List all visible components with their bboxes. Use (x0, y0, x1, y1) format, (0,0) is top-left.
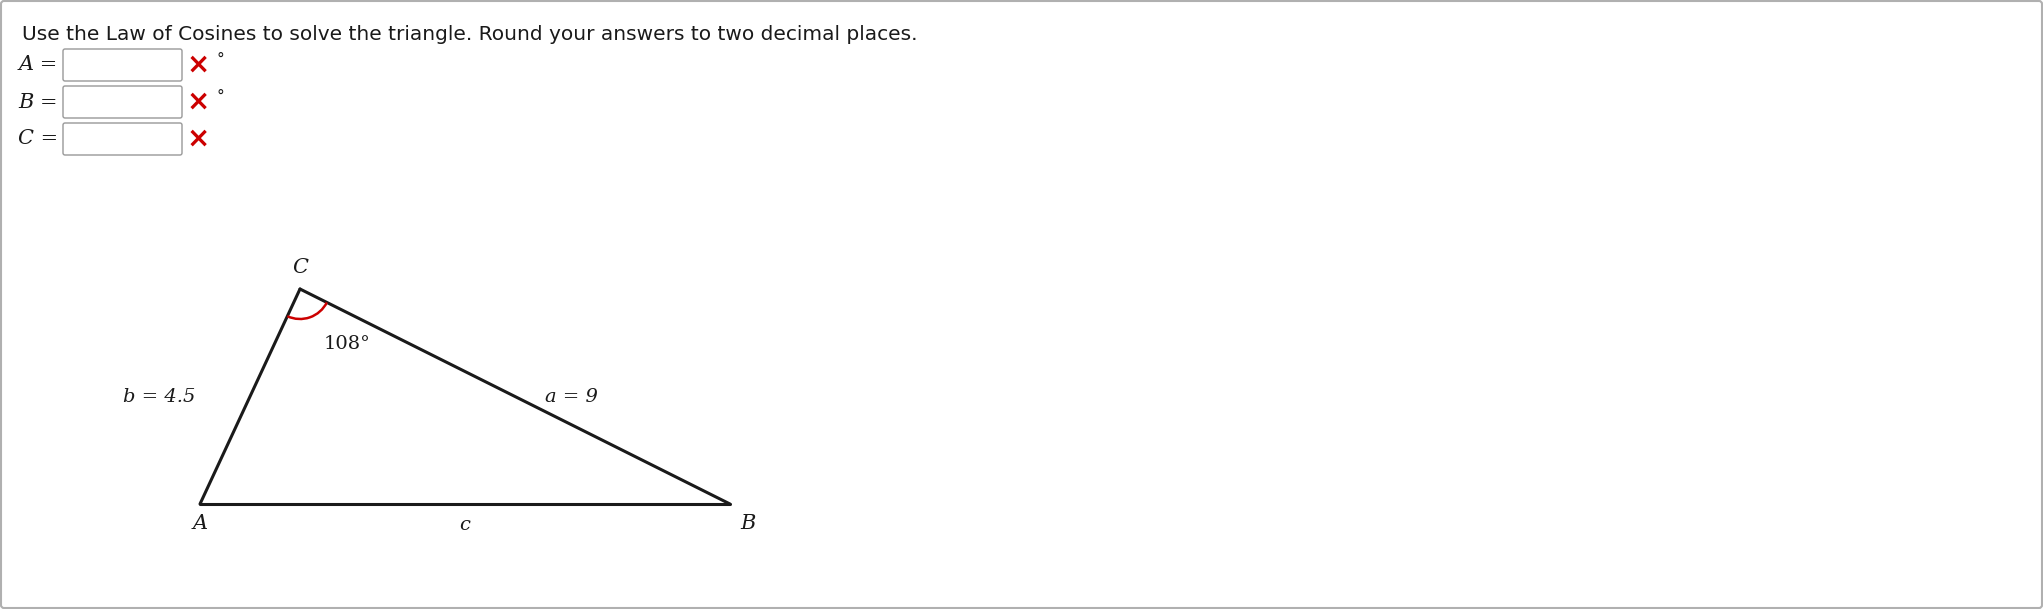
Text: A =: A = (18, 55, 57, 74)
Text: ×: × (186, 125, 210, 153)
Text: B: B (740, 514, 756, 533)
Text: c: c (460, 516, 470, 534)
Text: b = 4.5: b = 4.5 (123, 387, 194, 406)
Text: C: C (292, 258, 308, 277)
Text: °: ° (217, 52, 225, 66)
Text: a = 9: a = 9 (545, 387, 599, 406)
Text: 108°: 108° (325, 335, 372, 353)
Text: °: ° (217, 88, 225, 104)
Text: B =: B = (18, 93, 57, 111)
Text: C =: C = (18, 130, 57, 149)
Text: Use the Law of Cosines to solve the triangle. Round your answers to two decimal : Use the Law of Cosines to solve the tria… (22, 25, 917, 44)
FancyBboxPatch shape (63, 49, 182, 81)
FancyBboxPatch shape (63, 86, 182, 118)
Text: ×: × (186, 51, 210, 79)
Text: A: A (192, 514, 208, 533)
Text: ×: × (186, 88, 210, 116)
FancyBboxPatch shape (63, 123, 182, 155)
